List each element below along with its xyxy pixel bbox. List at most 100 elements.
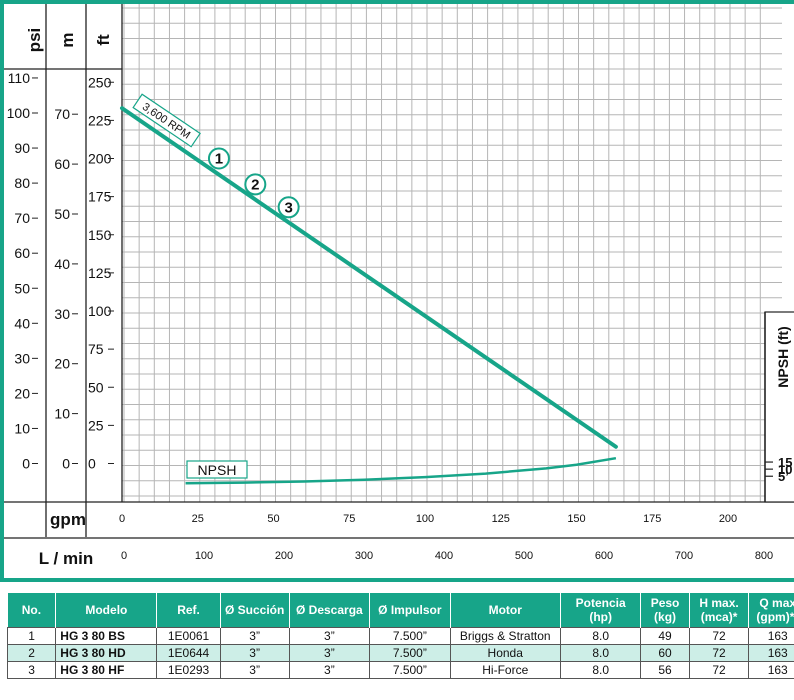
table-cell: 1E0644 (156, 644, 221, 662)
specifications-table: No. Modelo Ref. Ø Succión Ø Descarga Ø Impuls… (6, 593, 794, 679)
psi-tick-label: 50 (14, 280, 30, 296)
axis-rules (4, 4, 794, 539)
lmin-tick-label: 0 (121, 550, 127, 562)
lmin-tick-label: 600 (595, 550, 613, 562)
curve-marker-1 (207, 147, 230, 170)
table-header-cell: Ø Impulsor (369, 593, 451, 628)
table-cell: 72 (688, 661, 750, 679)
lmin-tick-label: 700 (675, 550, 693, 562)
curve-marker-label: 2 (251, 176, 259, 193)
table-header-cell: No. (7, 593, 57, 628)
m-tick-label: 50 (54, 206, 70, 222)
psi-tick-label: 30 (14, 350, 30, 366)
ft-axis-title: ft (94, 34, 113, 46)
npsh-tick-label: 10 (778, 462, 792, 477)
table-cell: 3” (288, 661, 371, 679)
model-cell: HG 3 80 HD (55, 644, 158, 662)
table-cell: 56 (640, 661, 690, 679)
table-header-cell: Peso (kg) (640, 593, 690, 628)
gpm-tick-label: 175 (643, 513, 661, 525)
curve-marker-3 (277, 196, 300, 219)
curve-marker-label: 1 (215, 151, 223, 168)
table-cell: 8.0 (559, 644, 642, 662)
table-header-row: No. Modelo Ref. Ø Succión Ø Descarga Ø Impuls… (7, 593, 794, 628)
table-cell: 7.500” (369, 627, 451, 645)
psi-axis-title: psi (25, 28, 44, 53)
table-cell: Briggs & Stratton (449, 627, 561, 645)
psi-tick-label: 60 (14, 245, 30, 261)
gpm-tick-label: 200 (719, 513, 737, 525)
table-row: 1 HG 3 80 BS 1E0061 3” 3” 7.500” Briggs & Stra… (6, 627, 794, 645)
ft-tick-label: 75 (88, 341, 104, 357)
table-header-cell: H max. (mca)* (689, 593, 750, 628)
psi-tick-label: 20 (14, 385, 30, 401)
gpm-tick-label: 125 (492, 513, 510, 525)
npsh-tick-label: 5’ (778, 469, 789, 484)
lmin-tick-label: 500 (515, 550, 533, 562)
table-cell: 7.500” (369, 661, 451, 679)
table-cell: 163 (748, 661, 794, 679)
ft-tick-label: 200 (88, 151, 112, 167)
table-cell: 1 (6, 627, 57, 645)
table-cell: 3” (219, 627, 290, 645)
chart-grid (122, 4, 782, 502)
npsh-axis-box (764, 311, 794, 503)
psi-tick-label: 0 (22, 456, 30, 472)
ft-tick-label: 125 (88, 265, 112, 281)
table-cell: 8.0 (559, 627, 642, 645)
table-header-cell: Potencia (hp) (560, 593, 642, 628)
table-header-cell: Ref. (156, 593, 221, 628)
ft-tick-label: 225 (88, 112, 112, 128)
m-tick-label: 40 (54, 256, 70, 272)
table-body: 1 HG 3 80 BS 1E0061 3” 3” 7.500” Briggs & Stra… (6, 627, 794, 679)
lmin-tick-label: 100 (195, 550, 213, 562)
table-cell: 3 (6, 661, 57, 679)
ft-tick-label: 50 (88, 379, 104, 395)
ft-tick-label: 0 (88, 456, 96, 472)
table-cell: Honda (449, 644, 561, 662)
table-header-cell: Motor (450, 593, 561, 628)
table-row: 2 HG 3 80 HD 1E0644 3” 3” 7.500” Honda 8.0 60 72 1… (6, 644, 794, 662)
ft-tick-label: 175 (88, 189, 112, 205)
gpm-axis-title: gpm (50, 510, 86, 529)
table-cell: 163 (748, 627, 794, 645)
table-cell: Hi-Force (449, 661, 561, 679)
gpm-tick-label: 0 (119, 513, 125, 525)
psi-tick-label: 100 (7, 105, 31, 121)
gpm-tick-label: 75 (343, 513, 355, 525)
table-header-cell: Modelo (55, 593, 158, 628)
gpm-tick-label: 50 (267, 513, 279, 525)
table-cell: 49 (640, 627, 690, 645)
table-cell: 2 (6, 644, 57, 662)
ft-tick-label: 25 (88, 417, 104, 433)
table-row: 3 HG 3 80 HF 1E0293 3” 3” 7.500” Hi-Force 8.0 56… (6, 661, 794, 679)
chart-frame (0, 0, 794, 582)
gpm-tick-label: 25 (192, 513, 204, 525)
gpm-tick-label: 150 (567, 513, 585, 525)
model-cell: HG 3 80 BS (55, 627, 158, 645)
ft-tick-label: 100 (88, 303, 112, 319)
table-cell: 3” (219, 644, 290, 662)
m-tick-label: 10 (54, 406, 70, 422)
table-cell: 1E0293 (156, 661, 221, 679)
table-header-cell: Ø Succión (220, 593, 290, 628)
curve-marker-2 (244, 173, 267, 196)
npsh-label-text: NPSH (198, 462, 237, 478)
table-cell: 7.500” (369, 644, 451, 662)
pump-curve-chart: 0102030405060708090100110010203040506070… (0, 0, 794, 582)
m-tick-label: 0 (62, 456, 70, 472)
npsh-axis-title: NPSH (ft) (775, 326, 791, 387)
ft-tick-label: 150 (88, 227, 112, 243)
m-axis-title: m (58, 32, 77, 47)
npsh-label-box (186, 460, 248, 479)
rpm-curve-line (120, 106, 618, 449)
curve-marker-label: 3 (284, 199, 292, 216)
table-cell: 3” (219, 661, 290, 679)
psi-tick-label: 80 (14, 175, 30, 191)
lmin-tick-label: 200 (275, 550, 293, 562)
npsh-tick-label: 15 (778, 455, 792, 470)
table-header-cell: Ø Descarga (289, 593, 371, 628)
table-cell: 1E0061 (156, 627, 221, 645)
lmin-axis-title: L / min (39, 549, 93, 568)
chart-series (120, 106, 618, 485)
